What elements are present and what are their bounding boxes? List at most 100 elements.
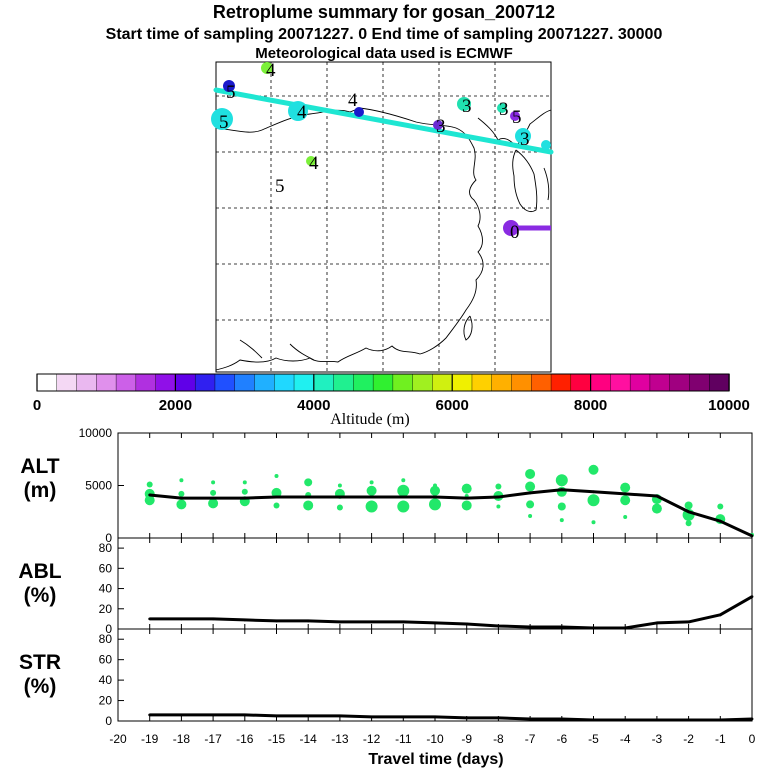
y-tick-label: 0 <box>105 714 112 728</box>
altitude-dot <box>433 483 437 488</box>
altitude-dot <box>208 498 219 509</box>
series-point <box>148 617 152 621</box>
coastlines <box>215 107 552 371</box>
map-label: 4 <box>266 60 276 81</box>
altitude-dot <box>397 484 410 497</box>
series-point <box>401 715 405 719</box>
colorbar-tick-label: 2000 <box>159 397 192 414</box>
altitude-dot <box>210 489 217 496</box>
x-tick-label: -16 <box>236 732 254 746</box>
map-label: 3 <box>436 116 446 137</box>
colorbar-cell <box>56 373 78 392</box>
altitude-dot <box>461 483 472 494</box>
series-point <box>465 496 469 500</box>
y-axis-label: ALT <box>20 455 59 478</box>
altitude-dot <box>179 478 184 483</box>
series-point <box>687 620 690 624</box>
colorbar-cell <box>570 373 592 392</box>
colorbar-cell <box>432 373 453 392</box>
colorbar-cell <box>175 373 196 392</box>
colorbar-cell <box>76 373 98 392</box>
sampling-time-line: Start time of sampling 20071227. 0 End t… <box>105 26 663 43</box>
map-label: 4 <box>297 102 307 123</box>
series-point <box>401 495 405 499</box>
x-tick-label: -9 <box>461 732 472 746</box>
colorbar-cell <box>511 373 532 392</box>
str-panel: STR(%) 0 20 40 60 80 <box>19 628 754 728</box>
series-point <box>623 718 627 722</box>
series-point <box>687 718 690 722</box>
series-point <box>750 534 754 538</box>
chart-title: Retroplume summary for gosan_200712 <box>212 2 556 22</box>
altitude-dot <box>429 498 441 511</box>
series-line <box>149 488 753 538</box>
x-tick-label: -7 <box>525 732 536 746</box>
panel-frame <box>117 537 753 630</box>
y-tick-label: 20 <box>99 694 113 708</box>
x-tick-label: -2 <box>683 732 694 746</box>
x-tick-label: -14 <box>300 732 318 746</box>
colorbar-cell <box>194 373 216 392</box>
panel-frame <box>117 628 753 722</box>
series-point <box>306 495 310 499</box>
colorbar-cell <box>353 373 374 392</box>
y-axis-unit: (m) <box>24 479 57 502</box>
series-point <box>497 624 500 628</box>
altitude-dot <box>525 468 536 479</box>
x-tick-label: -10 <box>426 732 444 746</box>
y-axis-unit: (%) <box>24 675 57 698</box>
series-point <box>718 613 722 617</box>
series-point <box>180 496 183 500</box>
altitude-dot <box>211 480 216 485</box>
x-tick-label: -17 <box>204 732 222 746</box>
altitude-dot <box>366 485 377 496</box>
series-point <box>338 495 342 499</box>
series-point <box>497 716 500 720</box>
x-axis-label: Travel time (days) <box>368 751 503 768</box>
x-tick-label: -12 <box>363 732 381 746</box>
x-tick-label: -15 <box>268 732 286 746</box>
series-point <box>306 619 310 623</box>
series-point <box>338 714 342 718</box>
map-label: 0 <box>510 222 520 243</box>
altitude-dot <box>178 490 185 497</box>
series-point <box>275 714 278 718</box>
series-point <box>687 510 690 514</box>
series-point <box>180 617 183 621</box>
series-point <box>560 488 564 492</box>
series-point <box>655 718 659 722</box>
series-point <box>718 519 722 523</box>
altitude-dot <box>591 520 596 525</box>
series-point <box>180 713 183 717</box>
x-tick-label: -13 <box>331 732 349 746</box>
series-point <box>465 716 469 720</box>
altitude-dot <box>241 488 248 495</box>
series-point <box>370 620 373 624</box>
map-label: 3 <box>499 99 509 120</box>
altitude-dot <box>496 504 501 509</box>
altitude-dot <box>303 500 314 511</box>
altitude-dot <box>273 502 280 509</box>
series-point <box>370 715 373 719</box>
plume-markers <box>211 62 551 236</box>
y-axis-unit: (%) <box>24 584 57 607</box>
colorbar-cell <box>96 373 117 392</box>
altitude-dot <box>525 481 536 492</box>
x-tick-label: -19 <box>141 732 159 746</box>
series-line <box>149 595 753 630</box>
series-point <box>243 713 247 717</box>
colorbar-cell <box>550 373 572 392</box>
colorbar-cell <box>293 373 315 392</box>
colorbar-cell <box>689 373 710 392</box>
series-point <box>528 625 532 629</box>
altitude-dot <box>495 483 502 490</box>
altitude-dot <box>588 464 599 475</box>
colorbar-cell <box>610 373 631 392</box>
altitude-dot <box>555 474 568 487</box>
map-label: 3 <box>462 96 472 117</box>
colorbar-cell <box>214 373 236 392</box>
series-point <box>275 619 278 623</box>
colorbar-cell <box>372 373 394 392</box>
map-label: 4 <box>348 90 358 111</box>
